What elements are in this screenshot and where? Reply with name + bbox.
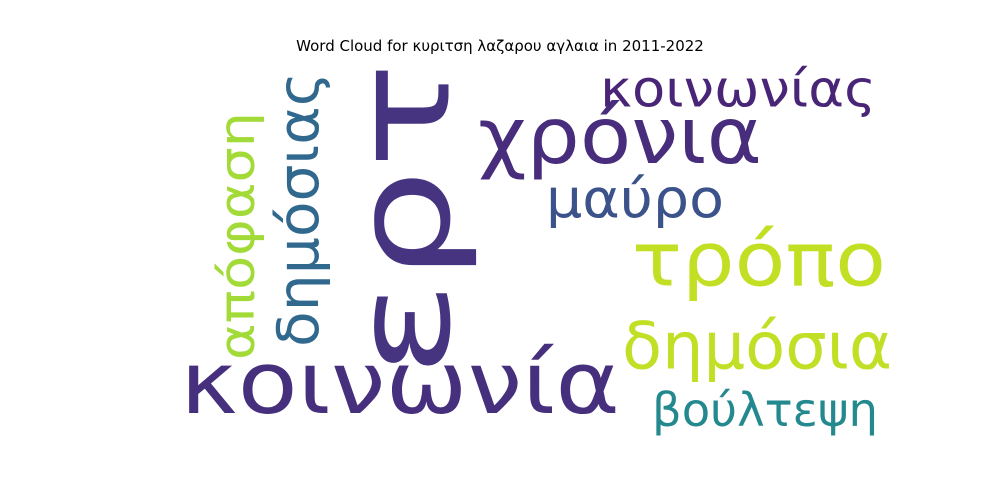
word-6: απόφαση [208,112,266,360]
word-8: κοινωνίας [600,61,876,120]
word-4: χρόνια [478,90,762,182]
word-9: μαύρο [546,168,724,230]
word-2: κοινωνία [180,334,620,434]
chart-title: Word Cloud for κυριτση λαζαρου αγλαια in… [296,37,704,55]
word-7: δημόσιας [266,72,332,347]
word-3: τρόπο [632,217,886,304]
word-10: βούλτεψη [652,383,878,437]
word-1: ερτ [327,62,481,377]
word-5: δημόσια [622,310,892,385]
